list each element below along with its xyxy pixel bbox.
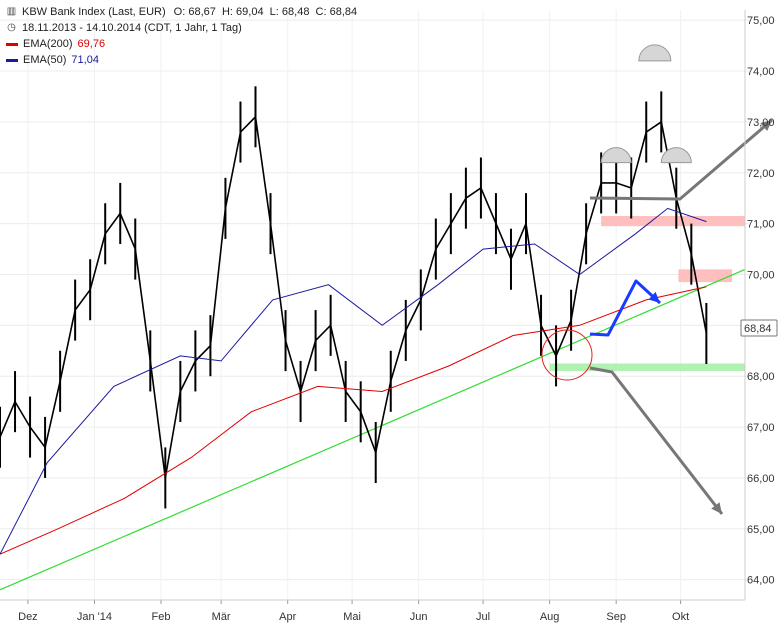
x-tick-label: Jul [476, 611, 490, 623]
right-shoulder-mark [660, 147, 692, 164]
bullish-scenario-arrow-head [760, 120, 772, 131]
y-tick-label: 66,00 [747, 473, 775, 485]
head-mark [638, 44, 672, 62]
date-range: 18.11.2013 - 14.10.2014 (CDT, 1 Jahr, 1 … [22, 22, 242, 34]
x-tick-label: Feb [152, 611, 171, 623]
y-tick-label: 74,00 [747, 66, 775, 78]
y-tick-label: 64,00 [747, 575, 775, 587]
x-tick-label: Sep [606, 611, 626, 623]
x-tick-label: Dez [18, 611, 38, 623]
y-tick-label: 72,00 [747, 168, 775, 180]
annotation-zones [549, 215, 745, 372]
price-line [0, 115, 708, 479]
left-shoulder-mark [600, 147, 632, 164]
price-series [0, 86, 708, 509]
grid-lines [0, 10, 749, 600]
chart-title: KBW Bank Index (Last, EUR) [22, 6, 166, 18]
ohlc-values: O: 68,67 H: 69,04 L: 68,48 C: 68,84 [173, 6, 358, 18]
rebound-arrow-head [648, 291, 660, 303]
last-price-label: 68,84 [744, 323, 772, 335]
uptrend-line [0, 268, 746, 591]
y-tick-label: 73,00 [747, 117, 775, 129]
ema200-label: EMA(200) [23, 38, 73, 50]
ema50-swatch [6, 58, 18, 62]
ema50-value: 71,04 [71, 54, 99, 66]
head-shoulders-marks [600, 44, 692, 164]
ema-lines [0, 207, 707, 555]
y-tick-label: 71,00 [747, 219, 775, 231]
y-tick-label: 67,00 [747, 422, 775, 434]
ema50-label: EMA(50) [23, 54, 67, 66]
bullish-scenario-arrow [589, 118, 773, 201]
ema200-line [0, 286, 707, 555]
resistance-zone-lower [678, 269, 733, 283]
breakdown-circle [541, 329, 593, 381]
rebound-arrow [589, 279, 662, 337]
x-tick-label: Okt [672, 611, 689, 623]
clock-icon: ◷ [7, 22, 16, 33]
y-tick-label: 68,00 [747, 371, 775, 383]
x-axis: Dez Jan '14 Feb Mär Apr Mai Jun Jul Aug Sep Okt [0, 599, 745, 623]
x-tick-label: Jun [410, 611, 428, 623]
x-tick-label: Aug [540, 611, 560, 623]
chart-icon: ▥ [6, 6, 17, 17]
y-tick-label: 70,00 [747, 269, 775, 281]
bearish-scenario-arrow [589, 366, 724, 515]
bearish-scenario-arrow-head [711, 502, 722, 514]
x-tick-label: Apr [279, 611, 296, 623]
support-zone [549, 363, 745, 372]
y-tick-label: 65,00 [747, 524, 775, 536]
last-price-tag: 68,84 [740, 319, 778, 337]
resistance-zone-upper [601, 215, 745, 227]
chart-legend: ▥ KBW Bank Index (Last, EUR) O: 68,67 H:… [6, 4, 357, 68]
ema50-line [0, 207, 707, 555]
scenario-arrows [541, 118, 773, 515]
y-tick-label: 75,00 [747, 15, 775, 27]
x-tick-label: Mär [212, 611, 231, 623]
y-axis: 64,0065,0066,0067,0068,0069,0070,0071,00… [744, 10, 775, 600]
ema200-swatch [6, 42, 18, 46]
x-tick-label: Mai [343, 611, 361, 623]
trendline [0, 268, 746, 591]
ema200-value: 69,76 [77, 38, 106, 50]
x-tick-label: Jan '14 [77, 611, 112, 623]
